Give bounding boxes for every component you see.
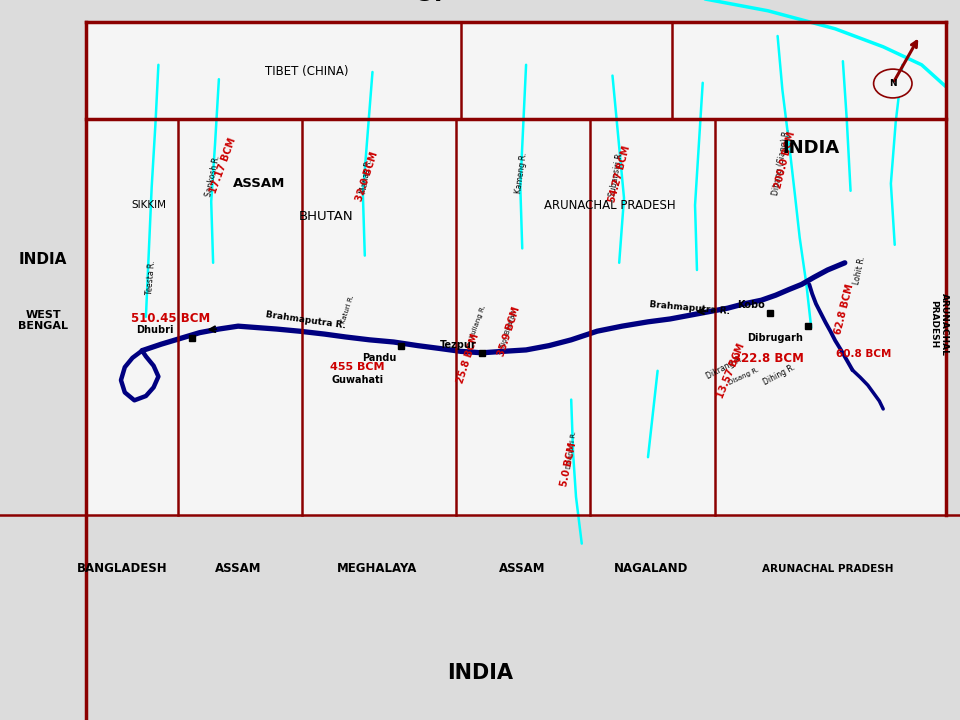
Text: 200.0 BCM: 200.0 BCM — [774, 130, 797, 189]
Text: WEST
BENGAL: WEST BENGAL — [18, 310, 68, 331]
Text: Kuliang R.: Kuliang R. — [469, 305, 487, 339]
Text: No. Bharali: No. Bharali — [500, 310, 517, 348]
Text: Dhubri: Dhubri — [136, 325, 174, 336]
Bar — [86, 22, 946, 515]
Text: ASSAM: ASSAM — [233, 177, 285, 190]
Text: ARUNACHAL PRADESH: ARUNACHAL PRADESH — [762, 564, 893, 574]
Text: 455 BCM: 455 BCM — [330, 362, 384, 372]
Text: 322.8 BCM: 322.8 BCM — [732, 352, 804, 365]
Text: N: N — [889, 79, 897, 88]
Text: Dikrang R.: Dikrang R. — [705, 354, 745, 381]
Text: Tezpur: Tezpur — [441, 340, 477, 350]
Text: 62.8 BCM: 62.8 BCM — [833, 283, 856, 336]
Text: BANGLADESH: BANGLADESH — [77, 562, 167, 575]
Text: 32.0 BCM: 32.0 BCM — [354, 150, 379, 202]
Text: 54.27 BCM: 54.27 BCM — [607, 145, 632, 204]
Text: 5.0 BCM: 5.0 BCM — [559, 441, 578, 487]
Text: Teesta R.: Teesta R. — [145, 260, 156, 294]
Text: Brahmaputra R.: Brahmaputra R. — [265, 310, 346, 330]
Text: Sankosh R.: Sankosh R. — [204, 155, 222, 198]
Text: ARUNACHAL PRADESH: ARUNACHAL PRADESH — [543, 199, 676, 212]
Text: Dihing R.: Dihing R. — [762, 362, 797, 387]
Text: Guwahati: Guwahati — [331, 375, 383, 385]
Text: Dibrugarh: Dibrugarh — [748, 333, 804, 343]
Text: 17.17 BCM: 17.17 BCM — [208, 137, 237, 194]
Text: Tsangpo  R.: Tsangpo R. — [359, 0, 515, 1]
Text: INDIA: INDIA — [447, 663, 513, 683]
Text: Katuri R.: Katuri R. — [340, 294, 355, 325]
Text: 25.8 BCM: 25.8 BCM — [456, 333, 481, 384]
Text: ARUNACHAL
PRADESH: ARUNACHAL PRADESH — [929, 292, 948, 356]
Text: 13.57 BCM: 13.57 BCM — [716, 342, 747, 400]
Text: Dibang (Siang) R.: Dibang (Siang) R. — [771, 128, 792, 196]
Text: Brahmaputra R.: Brahmaputra R. — [649, 300, 730, 316]
Text: Pandu: Pandu — [362, 353, 396, 363]
Text: SIKKIM: SIKKIM — [132, 200, 166, 210]
Text: Dhansiri R.: Dhansiri R. — [566, 431, 578, 469]
Text: NAGALAND: NAGALAND — [613, 562, 688, 575]
Text: ASSAM: ASSAM — [499, 562, 545, 575]
Text: INDIA: INDIA — [19, 252, 67, 266]
Circle shape — [874, 69, 912, 98]
Text: Lohit R.: Lohit R. — [852, 255, 867, 285]
Text: 35.9 BCM: 35.9 BCM — [496, 305, 521, 357]
Text: ASSAM: ASSAM — [215, 562, 261, 575]
Text: Kobo: Kobo — [737, 300, 765, 310]
Text: BHUTAN: BHUTAN — [300, 210, 353, 222]
Text: Kameng R.: Kameng R. — [514, 152, 529, 194]
Text: INDIA: INDIA — [782, 138, 840, 157]
Text: 60.8 BCM: 60.8 BCM — [836, 349, 892, 359]
Text: Disang R.: Disang R. — [728, 366, 760, 385]
Text: MEGHALAYA: MEGHALAYA — [337, 562, 418, 575]
Text: Subansiri R.: Subansiri R. — [608, 151, 625, 197]
Text: Manas R.: Manas R. — [359, 158, 374, 194]
Text: 510.45 BCM: 510.45 BCM — [132, 312, 210, 325]
Text: TIBET (CHINA): TIBET (CHINA) — [266, 66, 348, 78]
